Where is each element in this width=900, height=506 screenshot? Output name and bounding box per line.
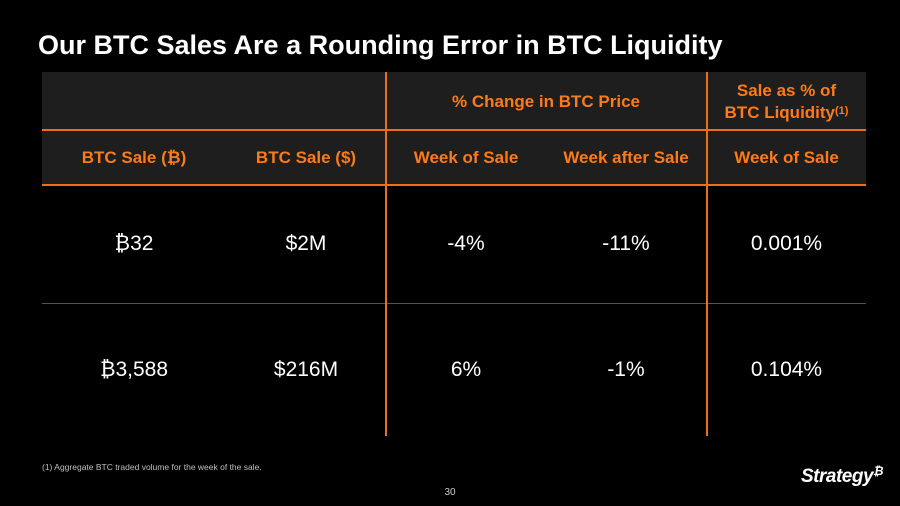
- header-price-change: % Change in BTC Price: [452, 92, 640, 111]
- table-cell: -1%: [607, 358, 645, 381]
- footnote-ref: (1): [835, 105, 849, 117]
- table-cell: ₿3,588: [99, 358, 169, 381]
- table-cell: ₿32: [114, 232, 154, 255]
- table-cell: 0.104%: [750, 358, 823, 381]
- column-header-btc-sale-btc: BTC Sale (₿): [81, 148, 187, 167]
- column-header-week-of-sale: Week of Sale: [413, 148, 519, 167]
- page-number: 30: [444, 487, 456, 498]
- footnote: (1) Aggregate BTC traded volume for the …: [42, 462, 262, 472]
- logo-text: Strategy: [801, 466, 874, 487]
- column-header-week-after-sale: Week after Sale: [563, 148, 689, 167]
- bitcoin-symbol-icon: ₿: [873, 464, 884, 478]
- table-cell: $216M: [273, 358, 339, 381]
- table-header-band: [42, 72, 866, 185]
- table-cell: -11%: [602, 232, 650, 255]
- column-divider: [706, 72, 708, 436]
- column-header-btc-sale-usd: BTC Sale ($): [255, 148, 357, 167]
- table-cell: -4%: [447, 232, 485, 255]
- table-cell: $2M: [285, 232, 327, 255]
- column-header-liquidity-week-of-sale: Week of Sale: [734, 148, 839, 167]
- header-liquidity-line2: BTC Liquidity(1): [724, 103, 849, 122]
- header-bottom-border: [42, 184, 866, 186]
- column-divider: [385, 72, 387, 436]
- strategy-logo: Strategy₿: [801, 464, 884, 488]
- header-liquidity: Sale as % of BTC Liquidity(1): [707, 74, 866, 130]
- table-cell: 6%: [450, 358, 482, 381]
- header-liquidity-line1: Sale as % of: [736, 81, 837, 100]
- row-divider: [42, 303, 866, 304]
- page-title: Our BTC Sales Are a Rounding Error in BT…: [38, 30, 723, 60]
- header-divider: [42, 129, 866, 131]
- table-cell: 0.001%: [750, 232, 823, 255]
